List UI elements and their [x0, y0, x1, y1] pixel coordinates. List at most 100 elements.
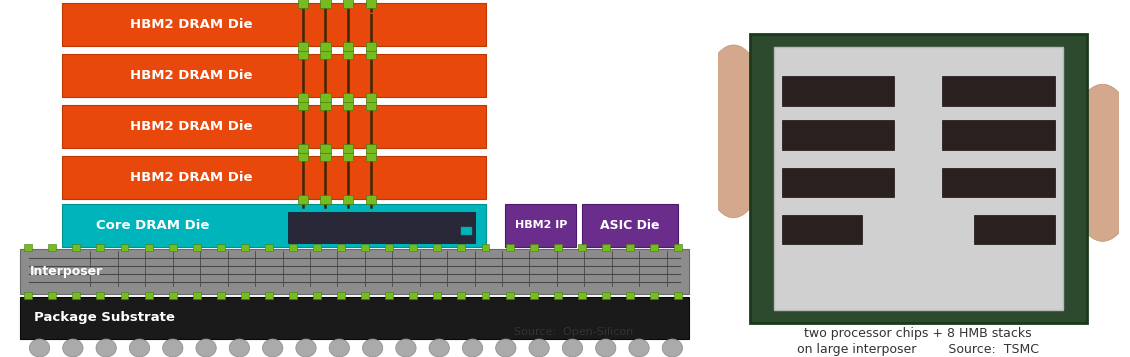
Bar: [673, 292, 683, 299]
Bar: [298, 151, 308, 161]
Bar: [650, 292, 658, 299]
Bar: [289, 292, 297, 299]
Bar: [344, 151, 354, 161]
Text: Interposer: Interposer: [29, 265, 103, 278]
Bar: [481, 244, 489, 251]
Circle shape: [429, 339, 450, 357]
Bar: [366, 144, 376, 152]
Bar: [321, 41, 331, 50]
Bar: [298, 195, 308, 203]
Bar: [20, 249, 689, 294]
Bar: [72, 292, 80, 299]
Bar: [217, 292, 225, 299]
Bar: [168, 244, 176, 251]
Bar: [362, 244, 370, 251]
Circle shape: [96, 339, 116, 357]
Circle shape: [262, 339, 282, 357]
Circle shape: [363, 339, 383, 357]
Bar: [25, 292, 33, 299]
Bar: [321, 144, 331, 152]
Bar: [505, 244, 513, 251]
Bar: [289, 244, 297, 251]
Circle shape: [296, 339, 316, 357]
Circle shape: [29, 339, 50, 357]
Circle shape: [62, 339, 82, 357]
Bar: [782, 167, 894, 197]
Bar: [505, 292, 513, 299]
Bar: [298, 101, 308, 110]
Text: two processor chips + 8 HMB stacks: two processor chips + 8 HMB stacks: [805, 327, 1032, 340]
Bar: [577, 244, 585, 251]
Bar: [337, 292, 345, 299]
Bar: [461, 227, 472, 235]
Bar: [434, 244, 442, 251]
Bar: [344, 0, 354, 7]
Bar: [344, 41, 354, 50]
Text: Source:  Open-Silicon: Source: Open-Silicon: [513, 327, 633, 337]
Bar: [62, 105, 486, 148]
Bar: [145, 292, 153, 299]
Bar: [298, 144, 308, 152]
Bar: [650, 244, 658, 251]
Bar: [168, 292, 176, 299]
Circle shape: [195, 339, 216, 357]
Bar: [505, 204, 576, 247]
Bar: [774, 46, 1062, 311]
Bar: [217, 244, 225, 251]
Bar: [121, 244, 129, 251]
Bar: [626, 244, 634, 251]
Bar: [72, 244, 80, 251]
Bar: [344, 50, 354, 59]
Circle shape: [129, 339, 149, 357]
Bar: [298, 50, 308, 59]
Bar: [409, 292, 417, 299]
Circle shape: [396, 339, 416, 357]
Bar: [782, 76, 894, 106]
Bar: [782, 120, 894, 150]
Bar: [577, 292, 585, 299]
Bar: [344, 92, 354, 101]
Bar: [602, 244, 610, 251]
Text: on large interposer        Source:  TSMC: on large interposer Source: TSMC: [797, 343, 1040, 356]
Bar: [121, 292, 129, 299]
Text: ASIC Die: ASIC Die: [600, 219, 660, 232]
Circle shape: [596, 339, 616, 357]
Bar: [298, 92, 308, 101]
Bar: [626, 292, 634, 299]
Bar: [321, 50, 331, 59]
Bar: [193, 244, 201, 251]
Bar: [337, 244, 345, 251]
Bar: [366, 151, 376, 161]
Circle shape: [496, 339, 516, 357]
Circle shape: [629, 339, 650, 357]
Bar: [782, 215, 862, 245]
Text: HBM2 DRAM Die: HBM2 DRAM Die: [130, 18, 252, 31]
Bar: [385, 244, 393, 251]
Bar: [321, 151, 331, 161]
Bar: [530, 292, 538, 299]
Ellipse shape: [1067, 84, 1130, 241]
Bar: [264, 244, 272, 251]
Bar: [321, 195, 331, 203]
Bar: [62, 204, 486, 247]
Bar: [434, 292, 442, 299]
Bar: [344, 195, 354, 203]
Text: HBM2 IP: HBM2 IP: [514, 221, 567, 231]
Text: TSV
Microbump: TSV Microbump: [350, 9, 476, 41]
Text: HBM2 DRAM Die: HBM2 DRAM Die: [130, 120, 252, 133]
Bar: [62, 156, 486, 199]
Text: Package Substrate: Package Substrate: [34, 312, 175, 325]
Bar: [366, 101, 376, 110]
Text: HBM2 DRAM Die: HBM2 DRAM Die: [130, 171, 252, 184]
Bar: [96, 244, 104, 251]
Bar: [554, 292, 562, 299]
Bar: [62, 54, 486, 97]
Bar: [942, 76, 1054, 106]
Bar: [62, 3, 486, 46]
Bar: [25, 244, 33, 251]
Bar: [481, 292, 489, 299]
Bar: [49, 292, 56, 299]
Bar: [530, 244, 538, 251]
Circle shape: [563, 339, 583, 357]
Bar: [385, 292, 393, 299]
